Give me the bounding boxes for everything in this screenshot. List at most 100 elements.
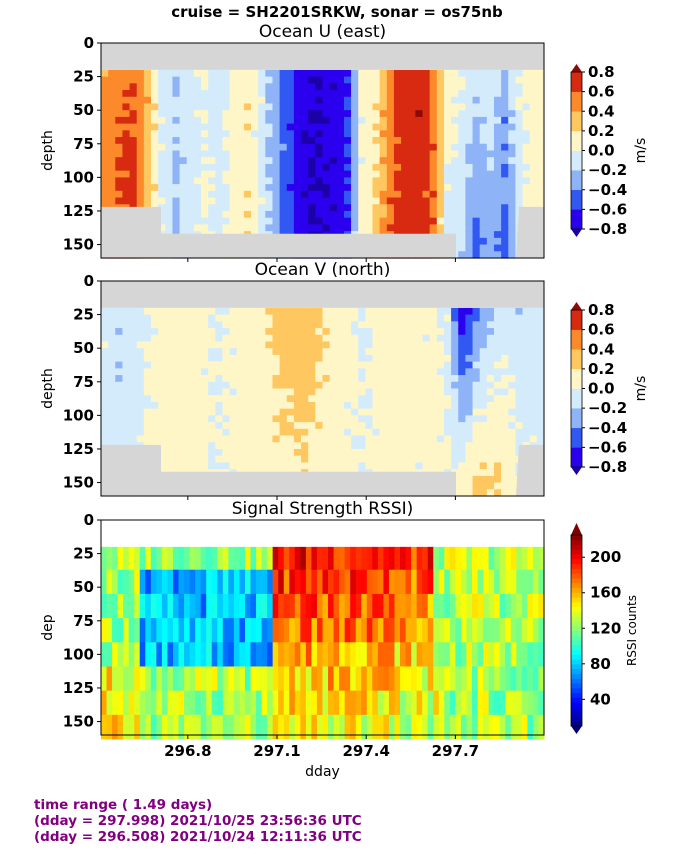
heatmap-cell bbox=[479, 307, 488, 316]
heatmap-cell bbox=[172, 401, 181, 410]
heatmap-cell bbox=[493, 190, 502, 199]
heatmap-cell bbox=[108, 328, 116, 336]
heatmap-cell bbox=[405, 642, 412, 667]
heatmap-cell bbox=[415, 163, 424, 172]
heatmap-cell bbox=[186, 157, 195, 165]
heatmap-cell bbox=[333, 569, 340, 595]
heatmap-cell bbox=[208, 110, 216, 118]
heatmap-cell bbox=[343, 435, 352, 443]
heatmap-cell bbox=[472, 137, 481, 145]
heatmap-cell bbox=[415, 455, 424, 464]
heatmap-cell bbox=[336, 375, 345, 383]
heatmap-cell bbox=[386, 462, 395, 470]
heatmap-cell bbox=[286, 314, 295, 322]
heatmap-cell bbox=[229, 163, 238, 172]
heatmap-cell bbox=[333, 666, 340, 692]
colorbar-segment bbox=[571, 716, 582, 722]
heatmap-cell bbox=[265, 170, 274, 178]
heatmap-cell bbox=[208, 307, 216, 316]
heatmap-cell bbox=[101, 197, 109, 205]
heatmap-cell bbox=[278, 690, 285, 716]
heatmap-cell bbox=[401, 422, 409, 430]
heatmap-cell bbox=[244, 666, 252, 692]
heatmap-cell bbox=[479, 328, 488, 336]
heatmap-cell bbox=[243, 361, 252, 369]
heatmap-cell bbox=[479, 210, 488, 219]
heatmap-cell bbox=[465, 76, 474, 84]
heatmap-cell bbox=[451, 435, 459, 443]
heatmap-cell bbox=[316, 569, 324, 595]
heatmap-cell bbox=[193, 307, 202, 316]
colorbar-tick-label: 0.8 bbox=[588, 301, 615, 319]
colorbar-segment bbox=[571, 150, 582, 171]
heatmap-cell bbox=[386, 130, 395, 138]
heatmap-cell bbox=[158, 415, 166, 423]
heatmap-cell bbox=[158, 428, 166, 437]
heatmap-cell bbox=[479, 90, 488, 98]
heatmap-cell bbox=[460, 690, 468, 716]
heatmap-cell bbox=[465, 143, 474, 152]
heatmap-cell bbox=[179, 69, 188, 78]
heatmap-cell bbox=[158, 143, 166, 152]
heatmap-cell bbox=[322, 83, 331, 91]
heatmap-cell bbox=[301, 123, 309, 131]
heatmap-cell bbox=[115, 143, 124, 152]
heatmap-cell bbox=[429, 90, 438, 98]
heatmap-cell bbox=[308, 321, 316, 329]
heatmap-cell bbox=[529, 116, 538, 125]
heatmap-cell bbox=[136, 348, 145, 356]
heatmap-cell bbox=[211, 618, 218, 643]
colorbar-segment bbox=[571, 697, 582, 703]
heatmap-cell bbox=[308, 354, 316, 363]
heatmap-cell bbox=[458, 428, 467, 437]
heatmap-cell bbox=[143, 361, 152, 369]
heatmap-cell bbox=[458, 83, 467, 91]
heatmap-cell bbox=[536, 314, 545, 322]
heatmap-cell bbox=[521, 666, 528, 692]
heatmap-cell bbox=[172, 348, 181, 356]
heatmap-cell bbox=[301, 163, 309, 172]
heatmap-cell bbox=[293, 177, 302, 185]
heatmap-cell bbox=[465, 170, 474, 178]
heatmap-cell bbox=[472, 143, 481, 152]
heatmap-cell bbox=[443, 354, 452, 363]
heatmap-cell bbox=[193, 143, 202, 152]
heatmap-cell bbox=[479, 469, 488, 477]
heatmap-cell bbox=[165, 69, 174, 78]
heatmap-cell bbox=[508, 395, 517, 403]
heatmap-cell bbox=[436, 217, 445, 226]
heatmap-cell bbox=[422, 103, 431, 111]
heatmap-cell bbox=[134, 690, 141, 716]
heatmap-cell bbox=[165, 448, 174, 457]
heatmap-cell bbox=[351, 368, 359, 376]
heatmap-cell bbox=[436, 328, 445, 336]
heatmap-cell bbox=[329, 150, 338, 158]
heatmap-cell bbox=[293, 123, 302, 131]
heatmap-cell bbox=[186, 190, 195, 199]
heatmap-cell bbox=[415, 177, 424, 185]
heatmap-cell bbox=[365, 69, 374, 78]
heatmap-cell bbox=[300, 593, 307, 619]
heatmap-cell bbox=[272, 157, 281, 165]
heatmap-cell bbox=[343, 76, 352, 84]
heatmap-cell bbox=[479, 110, 488, 118]
heatmap-cell bbox=[115, 123, 124, 131]
heatmap-cell bbox=[322, 442, 331, 450]
heatmap-cell bbox=[322, 197, 331, 205]
heatmap-cell bbox=[201, 307, 209, 316]
heatmap-cell bbox=[258, 190, 266, 199]
heatmap-cell bbox=[265, 462, 274, 470]
heatmap-cell bbox=[161, 666, 169, 692]
colorbar-tick-label: 120 bbox=[590, 619, 621, 637]
heatmap-cell bbox=[122, 96, 131, 105]
y-tick-label: 25 bbox=[73, 306, 94, 324]
heatmap-cell bbox=[311, 593, 318, 619]
heatmap-cell bbox=[122, 143, 131, 152]
heatmap-cell bbox=[443, 395, 452, 403]
heatmap-cell bbox=[158, 170, 166, 178]
heatmap-cell bbox=[308, 224, 316, 232]
heatmap-cell bbox=[336, 368, 345, 376]
heatmap-cell bbox=[501, 130, 509, 138]
heatmap-cell bbox=[329, 314, 338, 322]
